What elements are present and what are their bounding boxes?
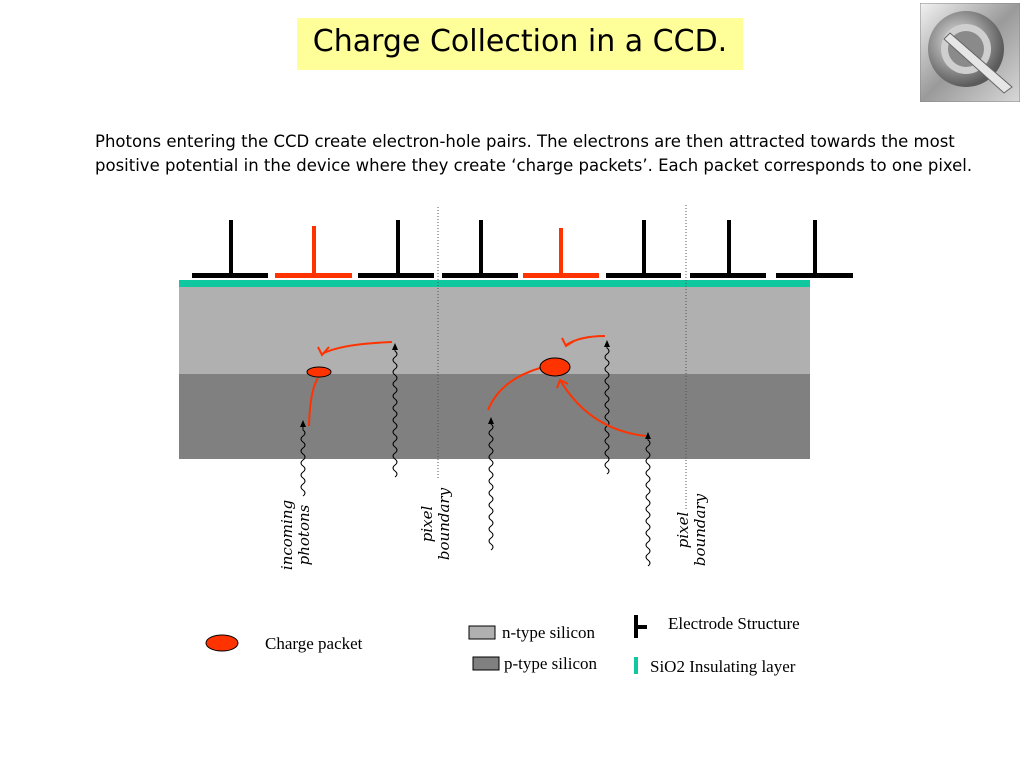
legend-sio2-icon [634, 657, 638, 674]
photon-wave [645, 438, 651, 567]
electron-path [308, 377, 319, 427]
legend-n-type-label: n-type silicon [502, 623, 596, 642]
legend-n-type-swatch [468, 625, 496, 640]
p-type-layer [179, 374, 810, 459]
electrode-stem [813, 220, 817, 276]
electron-path [559, 379, 647, 437]
incoming-photons-label: incoming photons [278, 490, 315, 580]
pixel-boundary-label: pixel boundary [418, 479, 455, 569]
label-line: pixel [418, 505, 436, 543]
slide-title: Charge Collection in a CCD. [312, 24, 728, 59]
photon-arrowhead [300, 420, 306, 427]
circle-slash-logo-icon [920, 3, 1020, 102]
electron-path [487, 367, 541, 411]
photon-wave [392, 349, 398, 478]
title-box: Charge Collection in a CCD. [297, 18, 743, 70]
photon-wave [488, 423, 494, 551]
legend-charge-packet-label: Charge packet [265, 634, 363, 653]
n-type-layer [179, 286, 810, 374]
electrode-structure [192, 220, 853, 278]
charge-packet [306, 366, 332, 378]
photon-arrowhead [604, 340, 610, 347]
legend-electrode-icon [634, 615, 647, 638]
electron-arrowhead [556, 378, 569, 389]
electrode-stem [312, 226, 316, 276]
electron-arrowhead [561, 337, 575, 348]
legend-electrode-label: Electrode Structure [668, 614, 800, 633]
electron-paths [308, 335, 647, 437]
electrode-stem [396, 220, 400, 276]
label-line: incoming [278, 499, 296, 571]
charge-packet [539, 357, 571, 377]
electron-arrowhead [317, 346, 330, 357]
legend-sio2-label: SiO2 Insulating layer [650, 657, 796, 676]
photon-arrowhead [645, 432, 651, 439]
pixel-boundary-label: pixel boundary [674, 485, 711, 575]
electrode-stem [642, 220, 646, 276]
electrode-stem [559, 228, 563, 276]
sio2-layer [179, 280, 810, 287]
photon-group [300, 340, 651, 567]
intro-paragraph: Photons entering the CCD create electron… [95, 132, 973, 175]
label-line: pixel [674, 511, 692, 549]
electrode-stem [229, 220, 233, 276]
legend-p-type-label: p-type silicon [504, 654, 598, 673]
electrode-stem [479, 220, 483, 276]
label-line: boundary [691, 493, 709, 567]
photon-wave [604, 346, 610, 475]
legend-p-type-swatch [472, 656, 500, 671]
photon-wave [300, 426, 306, 497]
label-line: boundary [435, 487, 453, 561]
photon-arrowhead [392, 343, 398, 350]
photon-arrowhead [488, 417, 494, 424]
label-line: photons [295, 504, 313, 566]
electrode-stem [727, 220, 731, 276]
legend-charge-packet-icon [205, 634, 239, 652]
